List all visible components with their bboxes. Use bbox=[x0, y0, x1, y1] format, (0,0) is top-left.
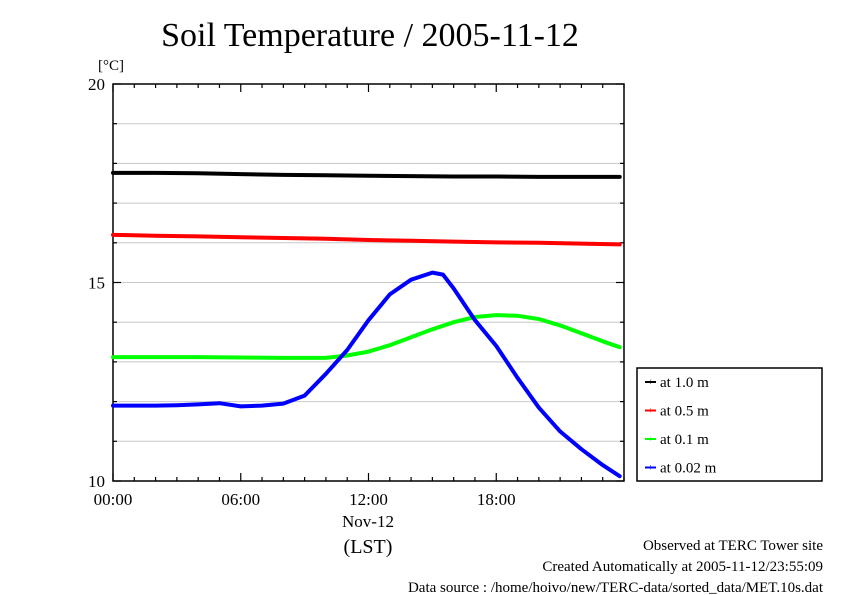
series-line bbox=[111, 170, 622, 179]
grid-lines bbox=[113, 123, 624, 442]
series-line bbox=[111, 313, 622, 360]
x-tick-label: 12:00 bbox=[349, 490, 388, 509]
legend: + at 1.0 m + at 0.5 m + at 0.1 m + at 0.02 m bbox=[636, 367, 823, 482]
legend-label: at 0.5 m bbox=[660, 404, 709, 420]
legend-label: at 0.02 m bbox=[660, 461, 717, 477]
y-tick-label: 15 bbox=[88, 274, 105, 293]
footer-data-source: Data source : /home/hoivo/new/TERC-data/… bbox=[408, 580, 824, 595]
legend-label: at 0.1 m bbox=[660, 432, 709, 448]
legend-label: at 1.0 m bbox=[660, 375, 709, 391]
x-tick-label: 18:00 bbox=[477, 490, 516, 509]
series-line bbox=[111, 232, 622, 247]
legend-marker: + bbox=[648, 434, 653, 444]
x-tick-label: 00:00 bbox=[94, 490, 133, 509]
chart-title: Soil Temperature / 2005-11-12 bbox=[161, 17, 579, 54]
x-axis: 00:00 06:00 12:00 18:00 bbox=[94, 84, 625, 509]
y-axis: 10 15 20 bbox=[88, 75, 624, 491]
footer-observed: Observed at TERC Tower site bbox=[643, 538, 823, 554]
series-lines bbox=[111, 170, 622, 479]
footer-created: Created Automatically at 2005-11-12/23:5… bbox=[542, 559, 823, 575]
y-tick-label: 20 bbox=[88, 75, 105, 94]
legend-box bbox=[636, 367, 823, 482]
legend-marker: + bbox=[648, 406, 653, 416]
y-axis-unit: [°C] bbox=[98, 58, 124, 74]
series-line bbox=[111, 270, 622, 479]
y-tick-label: 10 bbox=[88, 472, 105, 491]
legend-marker: + bbox=[648, 463, 653, 473]
x-axis-label: (LST) bbox=[344, 536, 393, 558]
legend-marker: + bbox=[648, 377, 653, 387]
x-tick-label: 06:00 bbox=[221, 490, 260, 509]
x-date-label: Nov-12 bbox=[342, 512, 394, 531]
